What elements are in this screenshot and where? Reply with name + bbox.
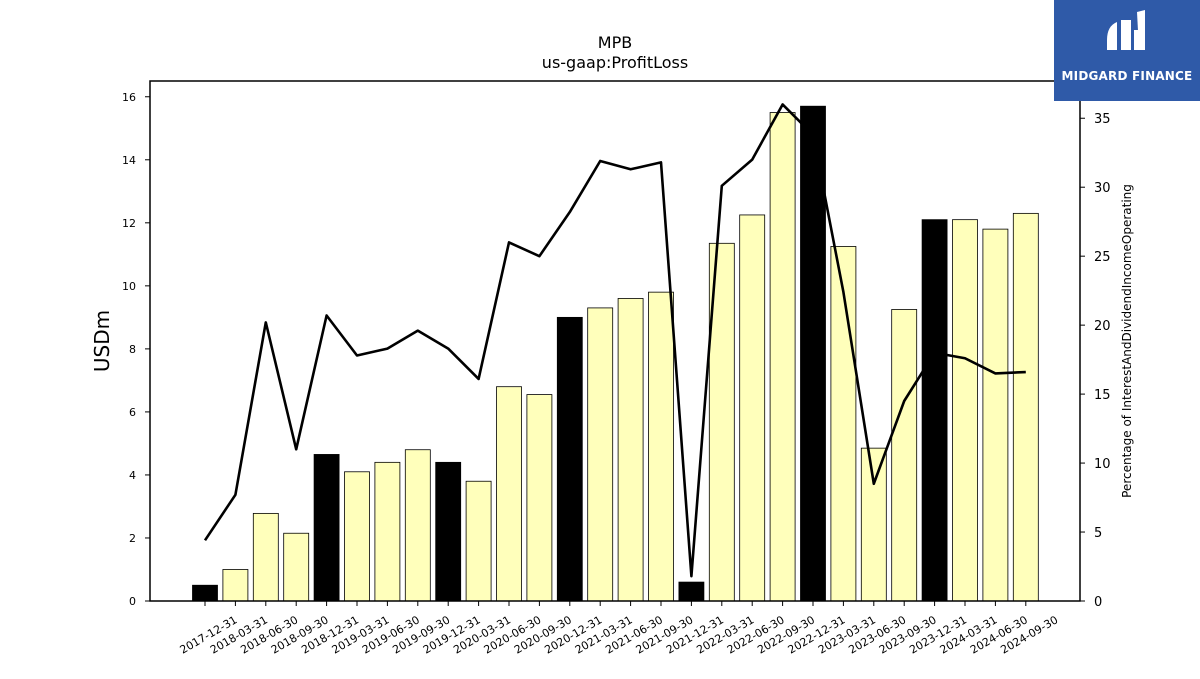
bar-2022-12-31 [800,105,826,602]
bar-2020-03-31 [465,480,492,602]
y2-tick-label: 5 [1094,526,1102,541]
bar-2018-12-31 [313,454,340,602]
bar-2024-06-30 [982,228,1009,602]
y2-tick-label: 10 [1094,457,1111,472]
bar-2021-12-31 [678,581,705,602]
y2-tick-label: 25 [1094,250,1111,265]
y2-tick-label: 30 [1094,181,1111,196]
y-tick-label: 14 [122,154,136,167]
bar-group [192,105,1039,602]
bar-2018-09-30 [283,532,310,602]
y-tick-label: 16 [122,91,136,104]
y2-axis-label: Percentage of InterestAndDividendIncomeO… [1120,184,1134,498]
logo-text: MIDGARD FINANCE [1061,69,1193,83]
bar-2018-03-31 [222,569,249,602]
bar-2022-06-30 [739,214,766,602]
line-group [203,103,1026,578]
bar-2017-12-31 [192,584,218,602]
chart-subtitle: us-gaap:ProfitLoss [542,53,688,72]
bar-2023-09-30 [891,309,918,602]
bar-2022-09-30 [769,112,796,602]
bar-2023-12-31 [921,219,948,602]
y2-tick-label: 20 [1094,319,1111,334]
bar-2020-06-30 [496,386,522,602]
y-tick-label: 10 [122,280,136,293]
bar-2021-06-30 [617,298,644,602]
bar-2019-12-31 [435,461,462,602]
bar-2019-06-30 [374,461,401,602]
bar-2021-03-31 [587,307,614,602]
bar-2019-09-30 [404,449,431,602]
bar-2019-03-31 [344,471,370,602]
chart-title: MPB [598,33,632,52]
y-tick-label: 6 [129,406,136,419]
bar-2024-09-30 [1012,212,1039,602]
bar-2023-03-31 [830,246,857,602]
y-tick-label: 8 [129,343,136,356]
y-tick-label: 2 [129,532,136,545]
y-tick-label: 0 [129,595,136,608]
bar-2020-09-30 [526,394,553,602]
y2-tick-label: 0 [1094,595,1102,610]
logo-icon [1107,10,1145,50]
y-tick-label: 4 [129,469,136,482]
y2-tick-label: 15 [1094,388,1111,403]
bar-2020-12-31 [556,316,583,602]
y-axis-label: USDm [90,310,114,372]
y-tick-label: 12 [122,217,136,230]
plot-frame [149,80,1081,602]
logo: MIDGARD FINANCE [1054,0,1200,101]
percentage-line [203,103,1026,578]
y2-tick-label: 35 [1094,112,1111,127]
bar-2023-06-30 [860,447,887,602]
bar-2018-06-30 [252,512,279,602]
bar-2021-09-30 [648,291,674,602]
bar-2024-03-31 [952,219,978,602]
